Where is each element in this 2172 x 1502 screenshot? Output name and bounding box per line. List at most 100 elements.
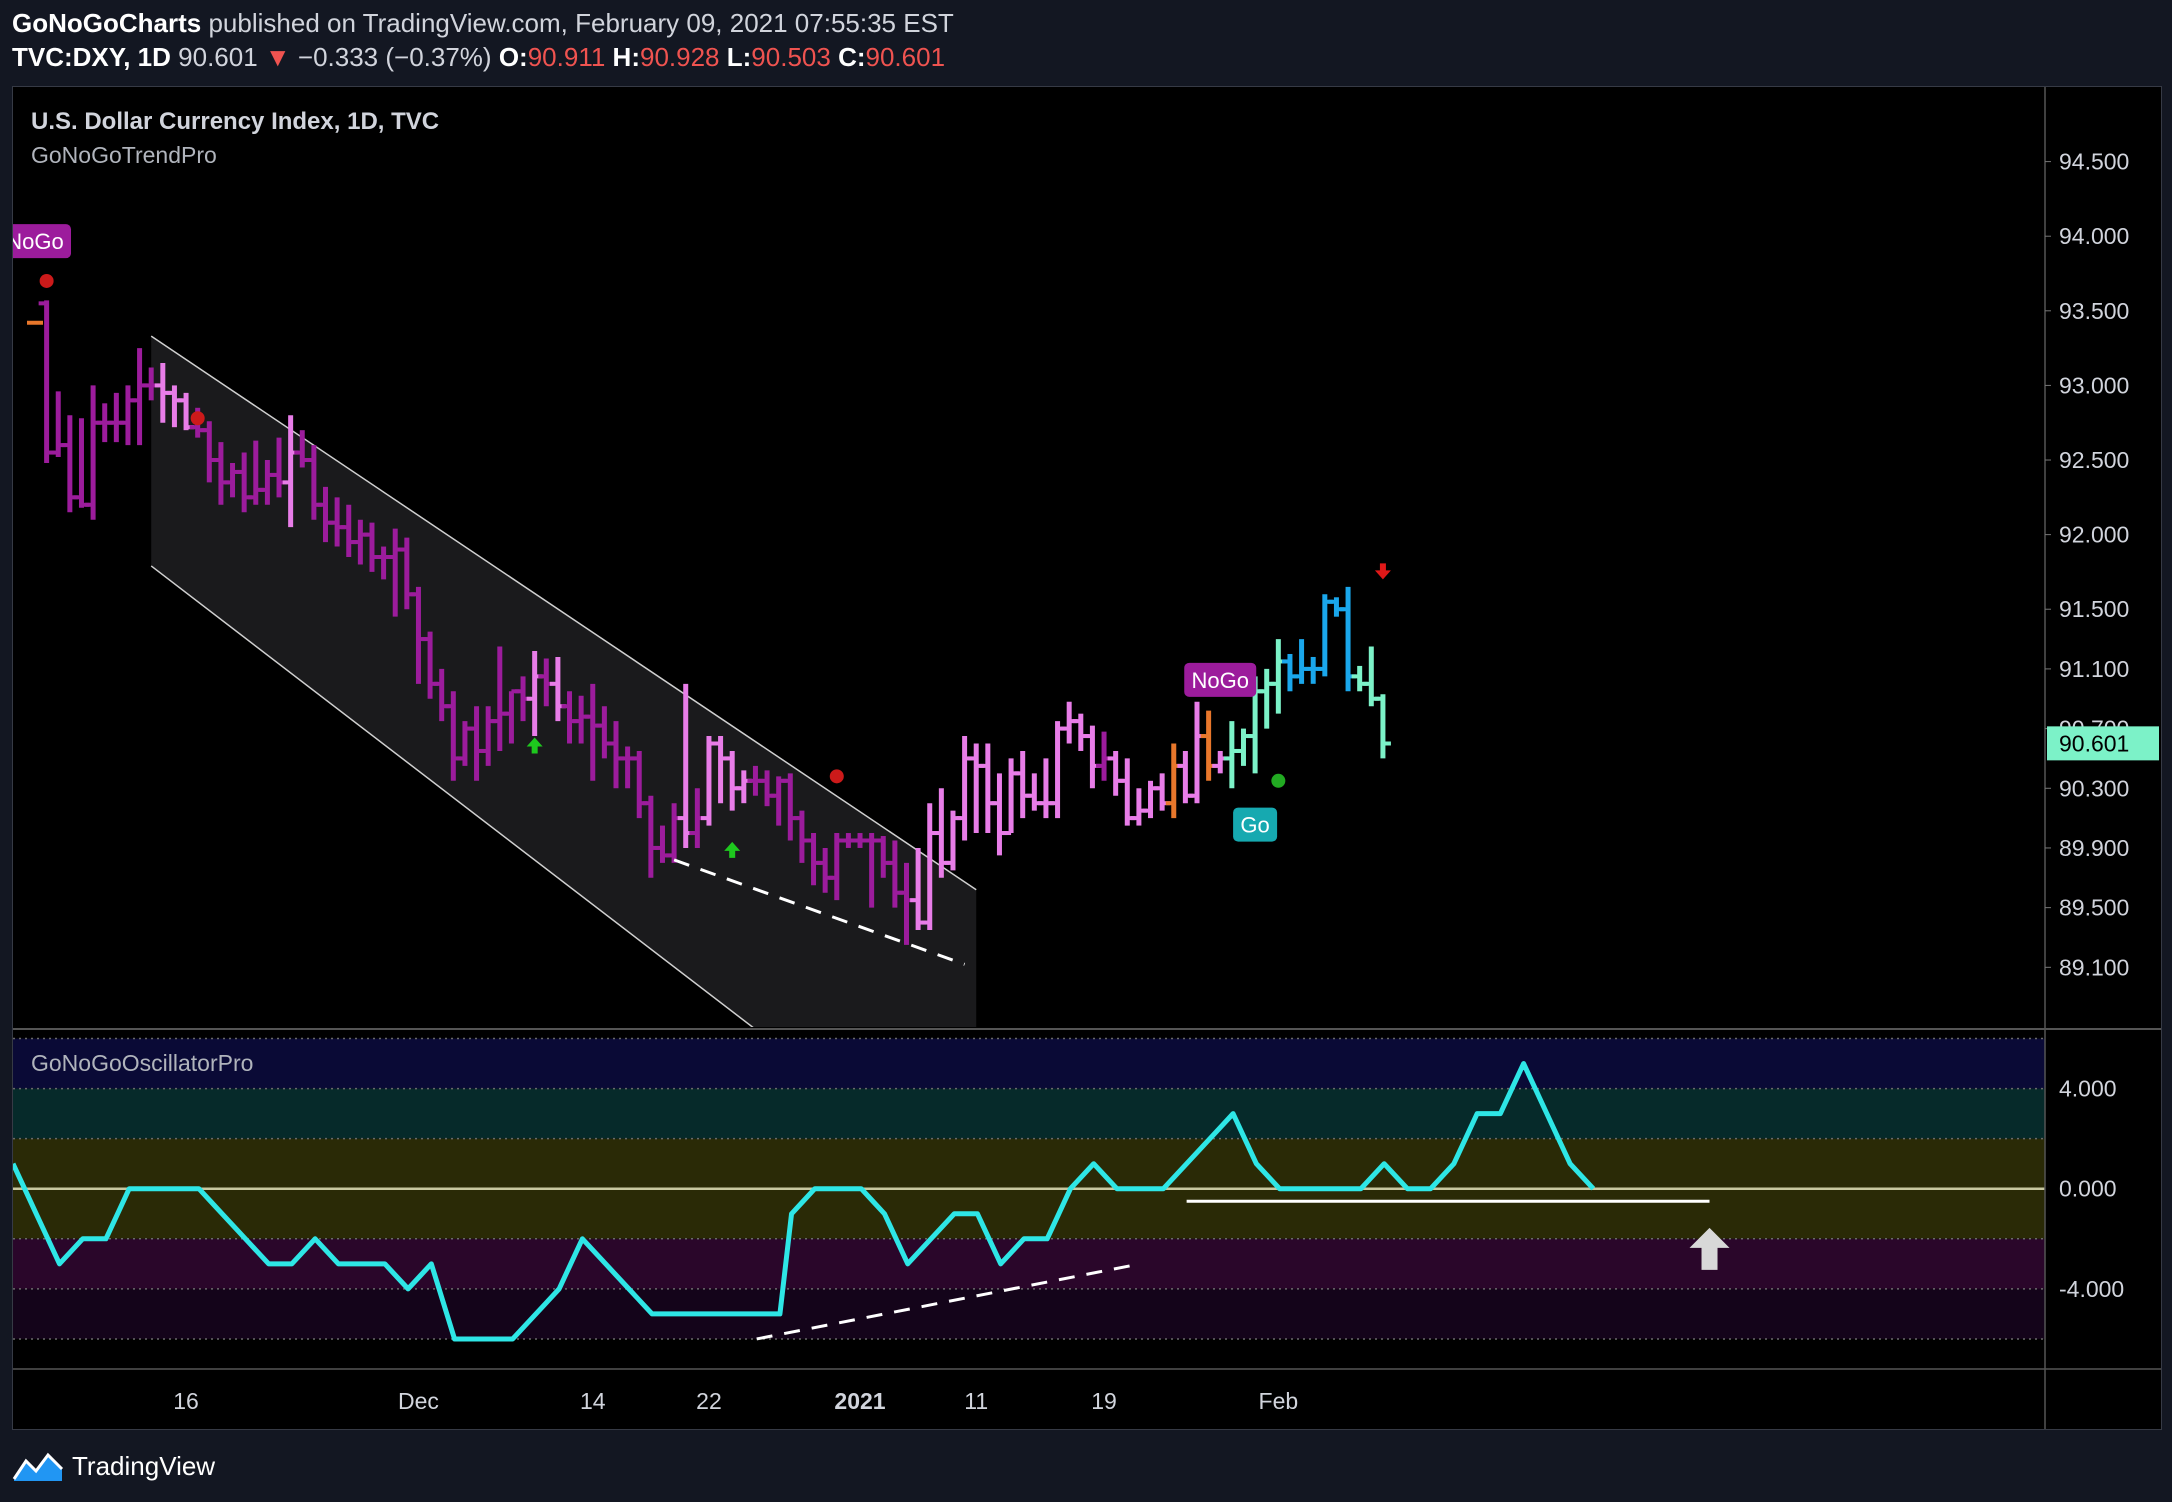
last-price-tag xyxy=(2047,726,2159,761)
signal-label-text: Go xyxy=(1240,813,1269,838)
ohlc-bar xyxy=(1096,731,1113,781)
ohlc-bar xyxy=(1316,594,1333,677)
price-axis-label: 93.000 xyxy=(2059,372,2129,398)
ohlc-bar xyxy=(1037,758,1054,819)
signal-label-box xyxy=(1233,807,1278,842)
time-axis-label: 14 xyxy=(580,1388,606,1414)
price-axis-label: 92.500 xyxy=(2059,447,2129,473)
chart-frame[interactable]: NoGo NoGo Go 94.500 94.000 93.500 93.000 92.500… xyxy=(12,86,2162,1430)
signal-dot xyxy=(1271,773,1286,788)
ohlc-bar xyxy=(1200,710,1217,781)
chart-canvas[interactable]: NoGo NoGo Go 94.500 94.000 93.500 93.000 92.500… xyxy=(13,87,2161,1429)
price-axis-label: 94.500 xyxy=(2059,149,2129,175)
time-axis-label: 11 xyxy=(964,1388,988,1414)
open-value: 90.911 xyxy=(527,42,606,72)
last-price: 90.601 xyxy=(178,42,258,72)
time-axis-label: 2021 xyxy=(834,1388,885,1414)
price-change: −0.333 (−0.37%) xyxy=(297,42,492,72)
ohlc-bar xyxy=(108,392,125,443)
price-axis-label: 91.100 xyxy=(2059,656,2129,682)
price-axis-label: 89.100 xyxy=(2059,954,2129,980)
ohlc-bar xyxy=(1189,701,1205,804)
up-arrow-icon xyxy=(1689,1227,1730,1270)
ohlc-bar xyxy=(85,385,102,520)
last-price-tag-text: 90.601 xyxy=(2059,730,2129,756)
ohlc-bar xyxy=(1165,743,1182,819)
ohlc-bar xyxy=(968,743,985,834)
signal-dot xyxy=(190,411,205,426)
price-axis-label: 89.500 xyxy=(2059,895,2129,921)
ohlc-bar xyxy=(73,418,90,508)
chart-header: GoNoGoCharts published on TradingView.co… xyxy=(12,6,954,86)
channel-fill xyxy=(151,336,977,1027)
oscillator-band xyxy=(13,1038,2045,1089)
ohlc-bar xyxy=(991,773,1008,856)
up-arrow-icon xyxy=(526,737,543,754)
low-value: 90.503 xyxy=(751,42,831,72)
price-axis-label: 92.000 xyxy=(2059,522,2129,548)
time-axis-label: Dec xyxy=(398,1388,439,1414)
oscillator-axis-label: -4.000 xyxy=(2059,1276,2124,1302)
price-axis-label: 94.000 xyxy=(2059,223,2129,249)
divergence-dashed-line xyxy=(673,858,966,966)
time-axis-label: 19 xyxy=(1091,1388,1117,1414)
low-label: L: xyxy=(726,42,752,72)
signal-dot xyxy=(39,273,54,288)
chart-title: U.S. Dollar Currency Index, 1D, TVC xyxy=(31,108,439,135)
high-value: 90.928 xyxy=(639,42,720,72)
ohlc-bar xyxy=(1270,639,1287,714)
tradingview-brand[interactable]: TradingView xyxy=(72,1450,216,1481)
close-value: 90.601 xyxy=(865,42,946,72)
price-pane: NoGo NoGo Go xyxy=(13,224,1391,1027)
oscillator-band xyxy=(13,1238,2045,1289)
ohlc-bar xyxy=(1130,788,1147,826)
ohlc-bar xyxy=(1212,750,1229,774)
ohlc-bar xyxy=(1223,721,1240,789)
oscillator-band xyxy=(13,1288,2045,1339)
publisher-name[interactable]: GoNoGoCharts xyxy=(12,8,202,38)
ohlc-bar xyxy=(38,300,55,463)
ohlc-bar xyxy=(1014,750,1031,819)
ohlc-bar xyxy=(979,743,996,834)
time-axis-label: 22 xyxy=(696,1388,722,1414)
ohlc-bar xyxy=(131,348,148,446)
ohlc-bar xyxy=(119,385,136,446)
ohlc-bar xyxy=(1049,721,1066,819)
ohlc-bar xyxy=(1003,758,1020,836)
ohlc-line: TVC:DXY, 1D 90.601 ▼ −0.333 (−0.37%) O:9… xyxy=(12,40,954,74)
high-label: H: xyxy=(612,42,640,72)
ohlc-bar xyxy=(1281,653,1298,692)
ohlc-bar xyxy=(50,391,67,458)
ohlc-bar xyxy=(1293,639,1310,684)
open-label: O: xyxy=(498,42,528,72)
down-triangle-icon: ▼ xyxy=(264,42,291,72)
ohlc-bar xyxy=(1258,668,1275,729)
tradingview-logo-icon[interactable] xyxy=(12,1449,64,1483)
signal-label-text: NoGo xyxy=(1191,668,1248,693)
close-label: C: xyxy=(838,42,866,72)
oscillator-axis-label: 0.000 xyxy=(2059,1176,2117,1202)
price-axis-label: 91.500 xyxy=(2059,596,2129,622)
ohlc-bar xyxy=(1107,750,1124,796)
channel-lower-line xyxy=(150,565,754,1027)
price-axis-label: 89.900 xyxy=(2059,835,2129,861)
symbol-label[interactable]: TVC:DXY, 1D xyxy=(12,42,171,72)
signal-label: Go xyxy=(1233,807,1278,842)
price-axis-label: 93.500 xyxy=(2059,298,2129,324)
ohlc-bar xyxy=(1328,597,1345,617)
time-axis-label: Feb xyxy=(1259,1388,1299,1414)
ohlc-bar xyxy=(956,736,973,841)
published-text: published on TradingView.com, February 0… xyxy=(208,8,954,38)
up-arrow-icon xyxy=(724,841,741,858)
ohlc-bar xyxy=(1084,725,1101,789)
price-axis-label: 90.300 xyxy=(2059,775,2129,801)
ohlc-bar xyxy=(1351,665,1368,692)
oscillator-pane xyxy=(13,1037,2045,1342)
oscillator-axis-label: 4.000 xyxy=(2059,1076,2117,1102)
signal-label: NoGo xyxy=(1184,662,1257,697)
time-axis-label: 16 xyxy=(173,1388,199,1414)
down-arrow-icon xyxy=(1374,563,1391,580)
oscillator-line xyxy=(13,1061,1596,1342)
oscillator-dashed-line xyxy=(756,1262,1141,1341)
signal-dot xyxy=(829,769,844,784)
